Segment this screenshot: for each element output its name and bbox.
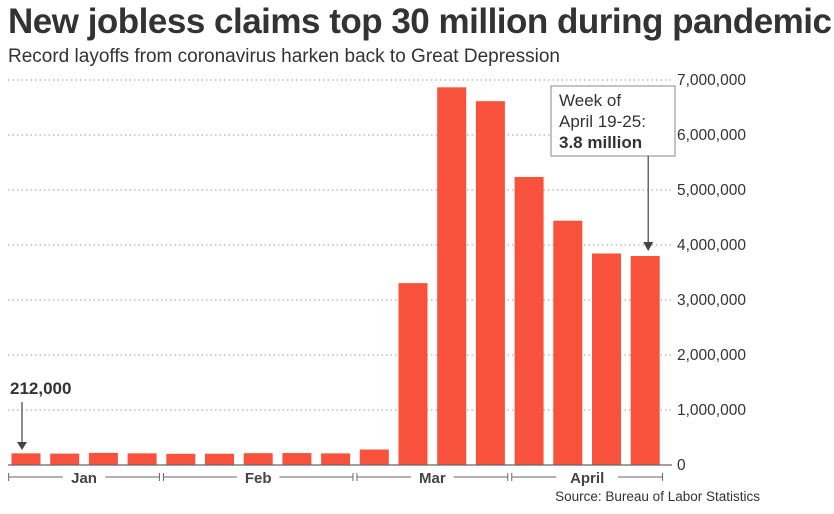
bar [553,220,583,465]
annotation-arrowhead [17,442,27,450]
source-note: Source: Bureau of Labor Statistics [555,489,760,504]
y-tick-label: 7,000,000 [677,72,746,89]
x-month-label: Mar [419,470,446,487]
y-tick-label: 6,000,000 [677,127,746,144]
x-month-label: April [570,470,604,487]
callout-box [550,85,676,157]
bar [88,452,118,465]
callout-line: Week of [559,91,621,110]
bar [50,453,80,465]
annotation-label: 212,000 [10,379,71,398]
bar [475,101,505,466]
y-tick-label: 1,000,000 [677,402,746,419]
bar [359,449,389,465]
bar [282,453,312,465]
y-tick-label: 0 [677,457,686,474]
callout-line: April 19-25: [559,112,646,131]
x-month-label: Jan [71,470,97,487]
y-tick-label: 4,000,000 [677,237,746,254]
bar [205,453,234,465]
callout-value: 3.8 million [559,133,642,152]
y-tick-label: 2,000,000 [677,347,746,364]
bar [592,253,621,465]
x-month-label: Feb [245,470,272,487]
bar [127,453,157,465]
chart-subtitle: Record layoffs from coronavirus harken b… [8,46,560,67]
y-tick-label: 5,000,000 [677,182,746,199]
bar [630,256,660,465]
bar [437,87,467,465]
bar [514,176,544,465]
chart-title: New jobless claims top 30 million during… [8,2,832,41]
bar [398,283,428,465]
y-tick-label: 3,000,000 [677,292,746,309]
callout-arrowhead [643,242,654,251]
bar [11,453,41,465]
bar [166,453,196,465]
bar [243,453,273,465]
bar [321,453,351,465]
